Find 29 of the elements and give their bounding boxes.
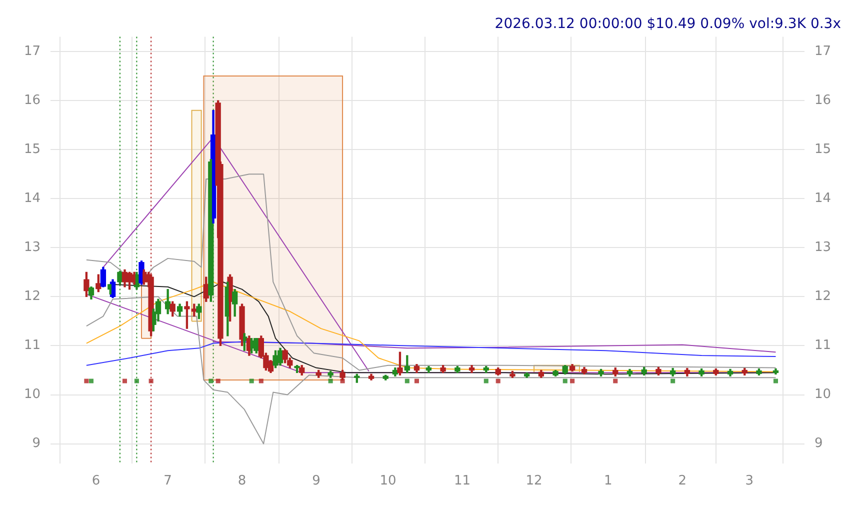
x-tick-label: 11 bbox=[454, 474, 470, 489]
y-tick-label: 12 bbox=[24, 289, 41, 304]
y2-tick-label: 17 bbox=[814, 44, 832, 59]
y2-tick-label: 10 bbox=[814, 387, 832, 402]
y2-tick-label: 12 bbox=[814, 289, 832, 304]
x-tick-label: 10 bbox=[380, 474, 396, 489]
y-tick-label: 14 bbox=[24, 190, 41, 206]
y2-tick-label: 9 bbox=[814, 436, 823, 452]
x-tick-label: 1 bbox=[604, 474, 612, 489]
x-tick-label: 7 bbox=[164, 474, 172, 489]
x-tick-label: 6 bbox=[92, 474, 100, 489]
x-tick-label: 3 bbox=[745, 474, 754, 489]
y2-tick-label: 13 bbox=[814, 240, 832, 256]
x-tick-label: 12 bbox=[526, 474, 542, 489]
chart-title: 2026.03.12 00:00:00 $10.49 0.09% vol:9.3K 0.3x bbox=[494, 16, 841, 32]
x-tick-label: 8 bbox=[238, 474, 246, 489]
y2-tick-label: 15 bbox=[814, 142, 832, 157]
y2-tick-label: 14 bbox=[814, 190, 832, 206]
y2-tick-label: 16 bbox=[814, 92, 832, 108]
y2-tick-label: 11 bbox=[814, 338, 832, 354]
y-tick-label: 16 bbox=[24, 92, 41, 108]
y-tick-label: 11 bbox=[24, 338, 41, 354]
y-tick-label: 10 bbox=[24, 387, 41, 402]
x-tick-label: 9 bbox=[312, 474, 320, 489]
y-tick-label: 13 bbox=[24, 240, 41, 256]
x-tick-label: 2 bbox=[678, 474, 687, 489]
y-tick-label: 17 bbox=[24, 44, 41, 59]
y-tick-label: 15 bbox=[24, 142, 41, 157]
y-tick-label: 9 bbox=[32, 436, 41, 452]
